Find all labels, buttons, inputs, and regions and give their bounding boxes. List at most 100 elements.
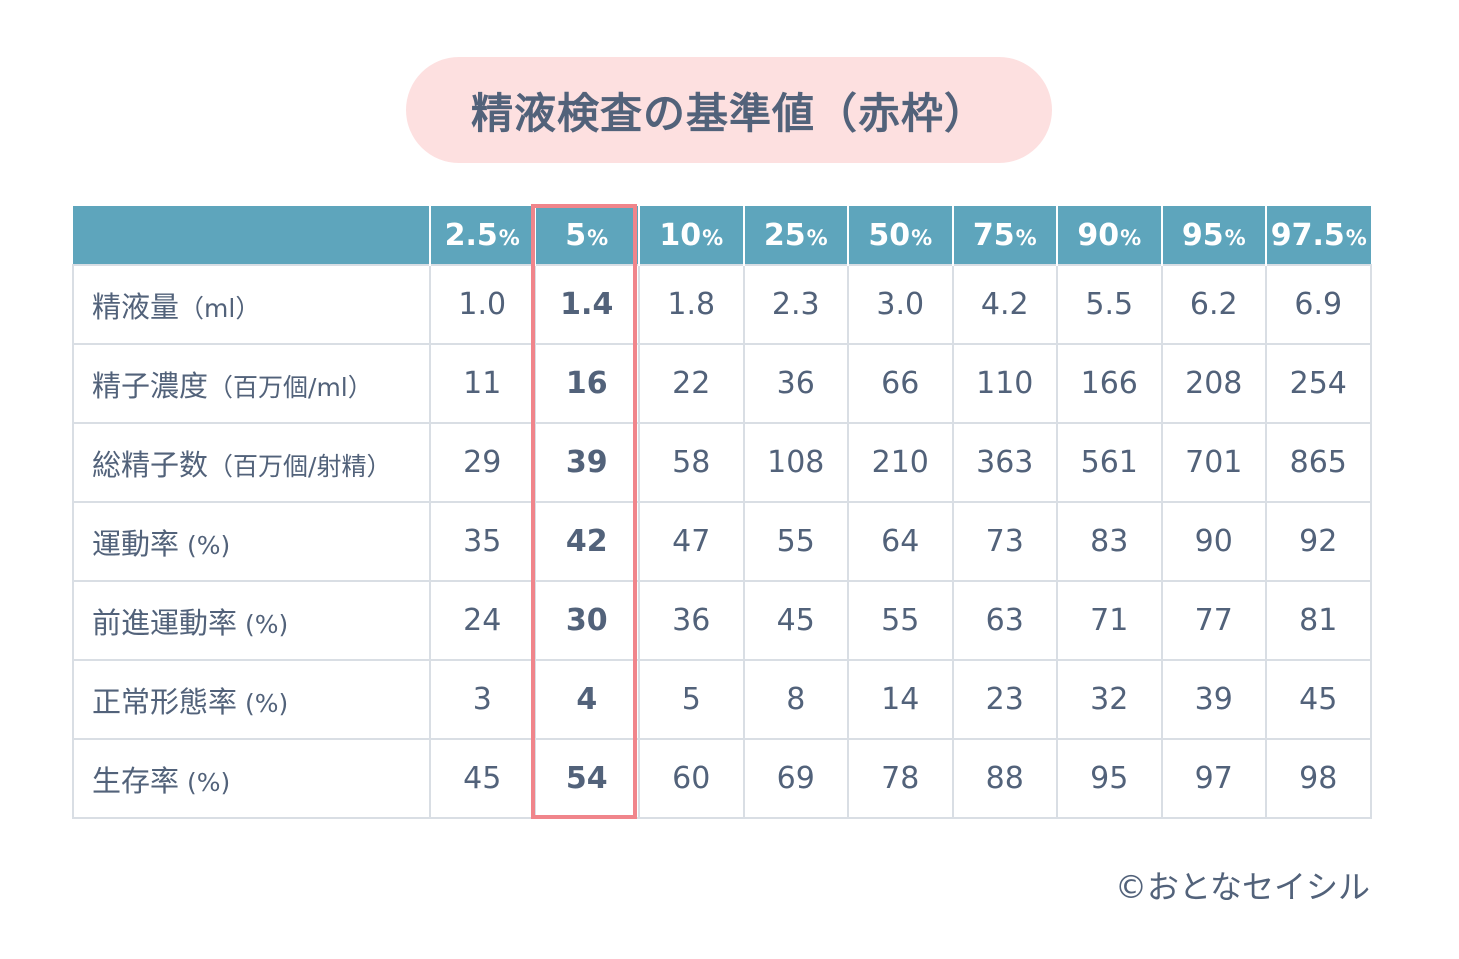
value-cell: 42 (533, 501, 640, 582)
table-row: 精子濃度（百万個/ml） 11 16 22 36 66 110 166 208 254 (72, 343, 1372, 424)
value-cell: 55 (742, 501, 849, 582)
table-row: 運動率 (%) 35 42 47 55 64 73 83 90 92 (72, 501, 1372, 582)
percent-sign: % (806, 225, 828, 250)
header-percentile: 50% (847, 206, 953, 265)
row-label: 精子濃度 (92, 368, 209, 403)
value-cell: 95 (1056, 738, 1163, 819)
percentile-number: 2.5 (444, 217, 498, 253)
row-label-cell: 総精子数（百万個/射精） (72, 422, 431, 503)
value-cell: 24 (429, 580, 536, 661)
value-cell: 45 (742, 580, 849, 661)
value-cell: 5 (638, 659, 745, 740)
value-cell: 88 (951, 738, 1058, 819)
percentile-number: 90 (1077, 217, 1120, 253)
row-label-cell: 正常形態率 (%) (72, 659, 431, 740)
header-percentile: 75% (951, 206, 1057, 265)
value-cell: 58 (638, 422, 745, 503)
value-cell: 73 (951, 501, 1058, 582)
value-cell: 39 (533, 422, 640, 503)
value-cell: 60 (638, 738, 745, 819)
value-cell: 45 (429, 738, 536, 819)
percentile-number: 5 (565, 217, 587, 253)
value-cell: 6.2 (1160, 264, 1267, 345)
value-cell: 561 (1056, 422, 1163, 503)
row-label: 生存率 (92, 763, 180, 798)
table-row: 精液量（ml） 1.0 1.4 1.8 2.3 3.0 4.2 5.5 6.2 6.9 (72, 264, 1372, 345)
row-unit: (%) (237, 688, 289, 718)
value-cell: 16 (533, 343, 640, 424)
value-cell: 78 (847, 738, 954, 819)
copyright-credit: ©おとなセイシル (1114, 868, 1370, 906)
row-label-cell: 精液量（ml） (72, 264, 431, 345)
percentile-number: 50 (868, 217, 911, 253)
row-label: 正常形態率 (92, 684, 238, 719)
value-cell: 69 (742, 738, 849, 819)
value-cell: 29 (429, 422, 536, 503)
row-unit: (%) (237, 609, 289, 639)
value-cell: 54 (533, 738, 640, 819)
value-cell: 108 (742, 422, 849, 503)
value-cell: 97 (1160, 738, 1267, 819)
page-title: 精液検査の基準値（赤枠） (470, 88, 987, 138)
value-cell: 98 (1265, 738, 1372, 819)
row-label: 総精子数 (92, 447, 209, 482)
row-label-cell: 生存率 (%) (72, 738, 431, 819)
header-percentile: 10% (638, 206, 744, 265)
header-row: 2.5% 5% 10% 25% 50% 75% 90% 95% 97.5% (73, 206, 1371, 265)
value-cell: 4.2 (951, 264, 1058, 345)
row-label: 前進運動率 (92, 605, 238, 640)
percent-sign: % (587, 225, 609, 250)
value-cell: 30 (533, 580, 640, 661)
value-cell: 5.5 (1056, 264, 1163, 345)
value-cell: 1.4 (533, 264, 640, 345)
value-cell: 363 (951, 422, 1058, 503)
percentile-number: 25 (763, 217, 806, 253)
value-cell: 81 (1265, 580, 1372, 661)
value-cell: 83 (1056, 501, 1163, 582)
percent-sign: % (1345, 225, 1367, 250)
row-unit: （百万個/射精） (208, 451, 392, 481)
header-percentile: 97.5% (1265, 206, 1371, 265)
value-cell: 90 (1160, 501, 1267, 582)
value-cell: 166 (1056, 343, 1163, 424)
value-cell: 36 (638, 580, 745, 661)
value-cell: 92 (1265, 501, 1372, 582)
row-unit: (%) (179, 767, 231, 797)
value-cell: 35 (429, 501, 536, 582)
value-cell: 71 (1056, 580, 1163, 661)
value-cell: 77 (1160, 580, 1267, 661)
table-row: 生存率 (%) 45 54 60 69 78 88 95 97 98 (72, 738, 1372, 819)
value-cell: 865 (1265, 422, 1372, 503)
header-percentile: 25% (742, 206, 848, 265)
value-cell: 11 (429, 343, 536, 424)
header-percentile: 95% (1160, 206, 1266, 265)
value-cell: 55 (847, 580, 954, 661)
row-unit: （百万個/ml） (208, 372, 373, 402)
header-empty-cell (73, 206, 430, 265)
percentile-number: 10 (659, 217, 702, 253)
percent-sign: % (911, 225, 933, 250)
value-cell: 4 (533, 659, 640, 740)
row-label-cell: 運動率 (%) (72, 501, 431, 582)
header-percentile: 2.5% (429, 206, 535, 265)
table-body: 精液量（ml） 1.0 1.4 1.8 2.3 3.0 4.2 5.5 6.2 6.9 精子濃度（百… (72, 264, 1372, 819)
percent-sign: % (702, 225, 724, 250)
row-label: 運動率 (92, 526, 180, 561)
header-percentile: 5% (533, 206, 639, 265)
percentile-number: 97.5 (1270, 217, 1345, 253)
percentile-number: 75 (972, 217, 1015, 253)
row-label: 精液量 (92, 289, 180, 324)
value-cell: 64 (847, 501, 954, 582)
value-cell: 701 (1160, 422, 1267, 503)
reference-value-table: 2.5% 5% 10% 25% 50% 75% 90% 95% 97.5% 精液… (72, 206, 1372, 819)
reference-table-container: 2.5% 5% 10% 25% 50% 75% 90% 95% 97.5% 精液… (72, 206, 1372, 820)
value-cell: 14 (847, 659, 954, 740)
table-row: 前進運動率 (%) 24 30 36 45 55 63 71 77 81 (72, 580, 1372, 661)
row-label-cell: 精子濃度（百万個/ml） (72, 343, 431, 424)
value-cell: 1.0 (429, 264, 536, 345)
value-cell: 3 (429, 659, 536, 740)
percent-sign: % (498, 225, 520, 250)
row-label-cell: 前進運動率 (%) (72, 580, 431, 661)
table-row: 正常形態率 (%) 3 4 5 8 14 23 32 39 45 (72, 659, 1372, 740)
title-banner: 精液検査の基準値（赤枠） (406, 57, 1052, 163)
